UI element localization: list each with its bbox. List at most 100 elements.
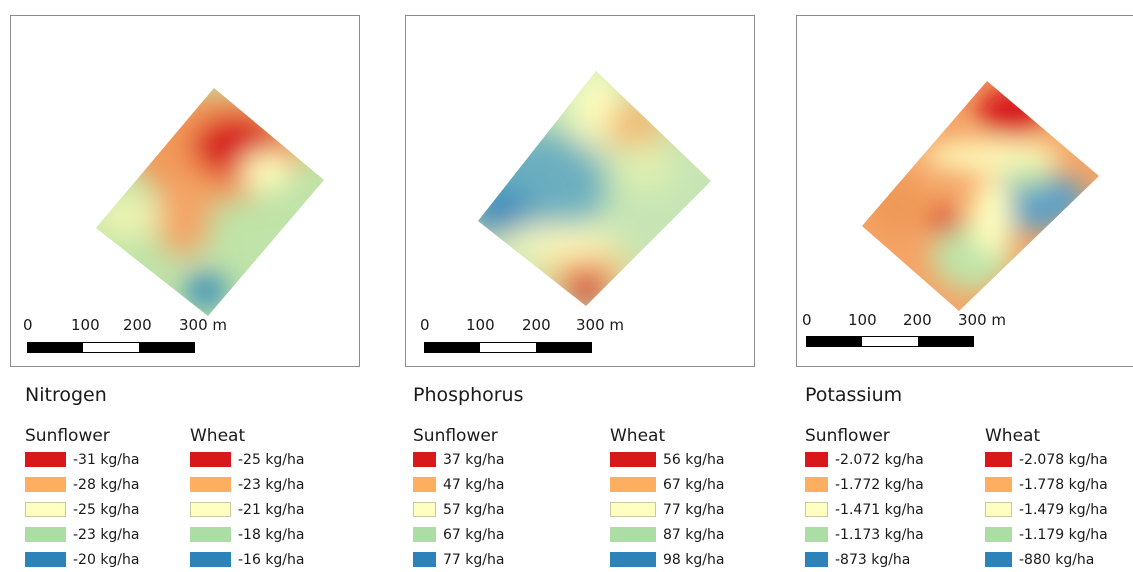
legend-header-wheat: Wheat xyxy=(985,426,1041,446)
swatch-class1 xyxy=(610,452,656,467)
legend-item: -16 kg/ha xyxy=(190,547,304,572)
phosphorus-map xyxy=(478,71,711,306)
potassium-title: Potassium xyxy=(805,384,903,406)
legend-item: -1.772 kg/ha xyxy=(805,472,924,497)
swatch-class1 xyxy=(985,452,1012,467)
legend-item: -1.778 kg/ha xyxy=(985,472,1108,497)
legend-item: 37 kg/ha xyxy=(413,447,504,472)
legend-header-wheat: Wheat xyxy=(610,426,666,446)
legend-item: 67 kg/ha xyxy=(610,472,724,497)
legend-item: 98 kg/ha xyxy=(610,547,724,572)
scale-tick-200: 200 xyxy=(123,316,152,334)
legend-value: 56 kg/ha xyxy=(663,451,725,468)
legend-value: 67 kg/ha xyxy=(443,526,505,543)
scale-tick-200: 200 xyxy=(522,316,551,334)
potassium-map xyxy=(862,81,1099,311)
legend-item: -21 kg/ha xyxy=(190,497,304,522)
scale-tick-200: 200 xyxy=(903,311,932,329)
legend-value: -2.078 kg/ha xyxy=(1019,451,1108,468)
legend-header-sunflower: Sunflower xyxy=(25,426,110,446)
swatch-class4 xyxy=(610,527,656,542)
legend-item: 77 kg/ha xyxy=(413,547,504,572)
legend-value: -28 kg/ha xyxy=(73,476,140,493)
legend-value: -873 kg/ha xyxy=(835,551,911,568)
phosphorus-legend-sunflower: Sunflower 37 kg/ha 47 kg/ha 57 kg/ha 67 … xyxy=(413,425,504,572)
legend-item: -1.179 kg/ha xyxy=(985,522,1108,547)
swatch-class3 xyxy=(805,502,828,517)
legend-value: -16 kg/ha xyxy=(238,551,305,568)
legend-value: 98 kg/ha xyxy=(663,551,725,568)
swatch-class3 xyxy=(985,502,1012,517)
phosphorus-field xyxy=(478,71,711,306)
swatch-class4 xyxy=(25,527,66,542)
phosphorus-scale-bar xyxy=(424,342,592,353)
legend-value: 77 kg/ha xyxy=(443,551,505,568)
legend-item: -31 kg/ha xyxy=(25,447,139,472)
legend-item: -1.471 kg/ha xyxy=(805,497,924,522)
swatch-class3 xyxy=(610,502,656,517)
legend-item: -23 kg/ha xyxy=(190,472,304,497)
legend-item: 87 kg/ha xyxy=(610,522,724,547)
nitrogen-legend-sunflower: Sunflower -31 kg/ha -28 kg/ha -25 kg/ha … xyxy=(25,425,139,572)
swatch-class4 xyxy=(413,527,436,542)
scale-tick-300: 300 m xyxy=(576,316,625,334)
nitrogen-scale-labels: 0 100 200 300 m xyxy=(11,316,359,336)
legend-value: 37 kg/ha xyxy=(443,451,505,468)
legend-item: -2.072 kg/ha xyxy=(805,447,924,472)
legend-value: 87 kg/ha xyxy=(663,526,725,543)
nitrogen-map xyxy=(96,88,324,316)
legend-value: -25 kg/ha xyxy=(73,501,140,518)
swatch-class4 xyxy=(805,527,828,542)
legend-value: -2.072 kg/ha xyxy=(835,451,924,468)
nitrogen-field xyxy=(96,88,324,316)
swatch-class2 xyxy=(190,477,231,492)
legend-value: -1.778 kg/ha xyxy=(1019,476,1108,493)
legend-value: -880 kg/ha xyxy=(1019,551,1095,568)
potassium-legend-wheat: Wheat -2.078 kg/ha -1.778 kg/ha -1.479 k… xyxy=(985,425,1108,572)
phosphorus-title: Phosphorus xyxy=(413,384,524,406)
legend-item: -873 kg/ha xyxy=(805,547,924,572)
legend-item: 47 kg/ha xyxy=(413,472,504,497)
legend-value: -20 kg/ha xyxy=(73,551,140,568)
potassium-legend-sunflower: Sunflower -2.072 kg/ha -1.772 kg/ha -1.4… xyxy=(805,425,924,572)
legend-value: -25 kg/ha xyxy=(238,451,305,468)
swatch-class3 xyxy=(413,502,436,517)
swatch-class3 xyxy=(25,502,66,517)
swatch-class2 xyxy=(805,477,828,492)
swatch-class1 xyxy=(805,452,828,467)
swatch-class2 xyxy=(25,477,66,492)
swatch-class5 xyxy=(610,552,656,567)
legend-item: 56 kg/ha xyxy=(610,447,724,472)
scale-tick-0: 0 xyxy=(420,316,430,334)
scale-tick-100: 100 xyxy=(848,311,877,329)
legend-value: -31 kg/ha xyxy=(73,451,140,468)
legend-value: 47 kg/ha xyxy=(443,476,505,493)
potassium-scale-labels: 0 100 200 300 m xyxy=(797,311,1133,331)
phosphorus-scale-labels: 0 100 200 300 m xyxy=(406,316,754,336)
scale-tick-300: 300 m xyxy=(179,316,228,334)
scale-tick-100: 100 xyxy=(71,316,100,334)
swatch-class2 xyxy=(413,477,436,492)
scale-tick-0: 0 xyxy=(23,316,33,334)
scale-tick-300: 300 m xyxy=(958,311,1007,329)
swatch-class5 xyxy=(190,552,231,567)
swatch-class5 xyxy=(25,552,66,567)
potassium-scale-bar xyxy=(806,336,974,347)
legend-header-sunflower: Sunflower xyxy=(805,426,890,446)
legend-header-sunflower: Sunflower xyxy=(413,426,498,446)
legend-item: 57 kg/ha xyxy=(413,497,504,522)
scale-tick-100: 100 xyxy=(466,316,495,334)
legend-value: 67 kg/ha xyxy=(663,476,725,493)
swatch-class5 xyxy=(413,552,436,567)
legend-value: -1.173 kg/ha xyxy=(835,526,924,543)
legend-value: -23 kg/ha xyxy=(238,476,305,493)
phosphorus-legend-wheat: Wheat 56 kg/ha 67 kg/ha 77 kg/ha 87 kg/h… xyxy=(610,425,724,572)
swatch-class2 xyxy=(985,477,1012,492)
legend-value: 57 kg/ha xyxy=(443,501,505,518)
legend-item: -25 kg/ha xyxy=(25,497,139,522)
legend-item: -2.078 kg/ha xyxy=(985,447,1108,472)
swatch-class3 xyxy=(190,502,231,517)
legend-item: -25 kg/ha xyxy=(190,447,304,472)
phosphorus-map-frame: 0 100 200 300 m xyxy=(405,15,755,367)
legend-value: -1.471 kg/ha xyxy=(835,501,924,518)
